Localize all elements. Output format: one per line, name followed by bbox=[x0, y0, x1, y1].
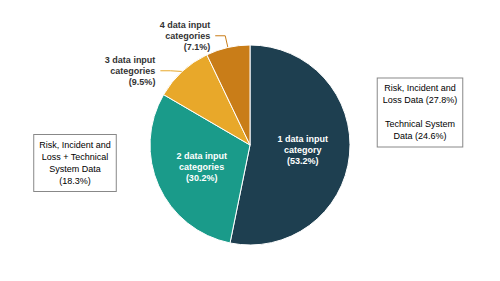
svg-text:2 data input: 2 data input bbox=[176, 151, 227, 161]
svg-text:1 data input: 1 data input bbox=[277, 134, 328, 144]
svg-text:3 data input: 3 data input bbox=[105, 55, 156, 65]
svg-text:(30.2%): (30.2%) bbox=[186, 173, 218, 183]
svg-text:Technical System: Technical System bbox=[385, 119, 455, 129]
svg-text:categories: categories bbox=[110, 66, 155, 76]
svg-text:(7.1%): (7.1%) bbox=[184, 42, 211, 52]
svg-text:4 data input: 4 data input bbox=[160, 20, 211, 30]
svg-text:categories: categories bbox=[165, 31, 210, 41]
svg-text:category: category bbox=[284, 145, 322, 155]
svg-text:Risk, Incident and: Risk, Incident and bbox=[384, 83, 456, 93]
svg-text:System Data: System Data bbox=[49, 164, 101, 174]
svg-text:Loss + Technical: Loss + Technical bbox=[42, 152, 109, 162]
svg-text:(18.3%): (18.3%) bbox=[59, 176, 91, 186]
svg-text:Loss Data (27.8%): Loss Data (27.8%) bbox=[383, 95, 458, 105]
svg-text:Data (24.6%): Data (24.6%) bbox=[393, 131, 446, 141]
svg-text:(9.5%): (9.5%) bbox=[129, 77, 156, 87]
svg-text:(53.2%): (53.2%) bbox=[287, 156, 319, 166]
svg-text:Risk, Incident and: Risk, Incident and bbox=[39, 140, 111, 150]
svg-text:categories: categories bbox=[179, 162, 224, 172]
